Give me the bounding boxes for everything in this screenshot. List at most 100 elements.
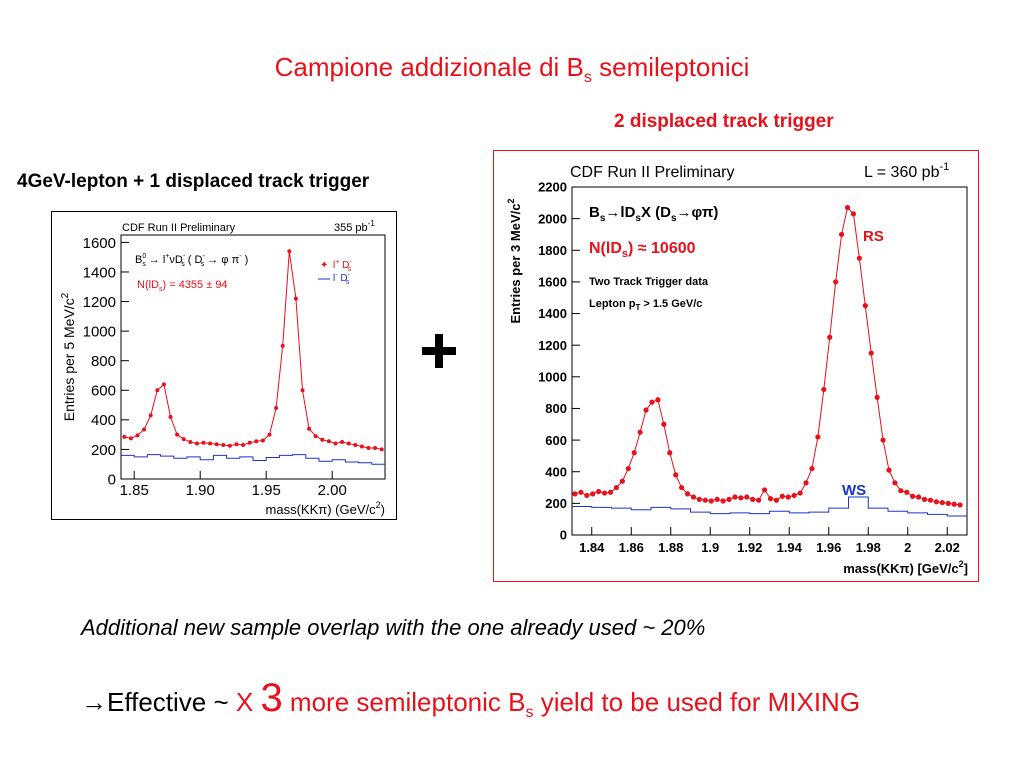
right-yield-annotation: N(lDs) ≈ 10600 [589,240,696,260]
left-data-point [313,434,318,439]
left-data-point [122,434,127,439]
plus-symbol-text: + [420,332,421,333]
left-data-point [155,388,160,393]
right-data-point [655,397,661,403]
right-data-point [601,490,608,496]
right-data-point [732,494,738,500]
left-data-point [267,432,272,437]
right-x-tick-label: 1.96 [816,540,841,555]
left-data-point [142,427,147,432]
right-trigger-annotation: Two Track Trigger data [589,276,709,288]
left-data-point [168,414,173,419]
right-frame [571,186,968,536]
left-data-point [227,443,232,448]
right-y-tick-label: 200 [545,496,567,511]
right-data-point [838,231,845,238]
right-x-tick-label: 2 [904,540,911,555]
left-data-point [366,445,371,450]
right-data-point [827,334,833,340]
right-x-tick-label: 1.84 [579,540,605,555]
left-data-point [379,447,384,452]
right-y-tick-label: 0 [560,528,567,543]
right-y-tick-label: 600 [545,433,567,448]
left-y-tick-label: 1400 [83,264,116,281]
left-data-point [175,432,180,437]
right-plot-area: 1.84 1.86 1.88 1.9 1.92 1.94 1.96 1.98 2 2.02 0 200… [538,180,967,555]
left-data-point [201,440,206,445]
left-data-point [148,413,153,418]
left-data-point [181,437,186,442]
left-data-point [340,440,345,445]
right-data-point [803,480,809,486]
left-y-tick-label: 1200 [83,294,116,311]
right-data-point [613,484,620,491]
right-data-point [797,490,803,496]
left-x-tick-label: 1.90 [186,482,215,499]
right-data-point [726,496,732,503]
right-data-point [714,496,720,503]
right-data-point [578,489,584,495]
right-data-point [738,495,744,501]
left-data-point [221,442,226,447]
right-y-tick-label: 1200 [538,338,567,353]
left-data-point [135,433,140,438]
right-x-tick-label: 1.98 [856,540,881,555]
right-data-point [756,497,762,503]
left-data-point [326,439,331,444]
left-chart: CDF Run II Preliminary 355 pb-1 B0 s → l+… [60,219,386,517]
left-data-point [161,382,166,387]
left-data-point [188,440,193,445]
right-data-point [590,491,596,497]
right-data-point [791,492,797,499]
left-legend: ✦ l+ D-s l- D-s [318,259,352,286]
right-trigger-label: 2 displaced track trigger [614,111,834,132]
right-x-tick-label: 2.02 [935,540,960,555]
left-ws-histogram [121,454,385,465]
right-data-point [667,450,673,456]
right-data-point [892,480,898,486]
left-data-point [214,442,219,447]
left-x-tick-label: 1.85 [120,482,149,499]
left-lumi: 355 pb-1 [334,219,375,234]
right-data-point [862,303,868,309]
right-data-point [785,494,791,500]
right-data-point [637,429,643,435]
right-y-tick-label: 2200 [538,180,567,195]
left-data-point [346,441,351,446]
right-data-point [625,465,631,472]
right-y-tick-label: 400 [545,464,567,479]
right-data-point [690,494,697,500]
left-legend-rs-label: l+ D-s [333,259,352,273]
left-data-point [254,439,259,444]
left-x-tick-label: 2.00 [318,482,347,499]
left-y-axis-label: Entries per 5 MeV/c2 [60,292,77,421]
right-y-tick-label: 1000 [538,369,567,384]
right-data-point [821,386,827,393]
right-data-point [904,489,910,495]
left-data-point [208,441,213,446]
right-data-point [661,421,667,427]
slide-title: Campione addizionale di Bs semileptonici [274,52,750,87]
right-data-point [619,478,625,484]
left-data-point [320,437,325,442]
left-y-tick-label: 0 [108,471,116,488]
right-data-point [927,497,934,503]
right-data-point [939,499,945,506]
right-data-point [809,465,815,472]
plus-bar-vertical [435,334,443,368]
left-trigger-label: 4GeV-lepton + 1 displaced track trigger [17,171,370,192]
left-data-point [234,442,239,447]
left-data-point [260,438,265,443]
left-legend-ws-label: l- D-s [333,272,351,286]
right-x-tick-label: 1.92 [737,540,762,555]
right-y-tick-label: 1400 [538,306,567,321]
right-data-point [643,407,649,413]
left-y-tick-label: 800 [91,353,116,370]
left-x-axis-label: mass(KKπ) (GeV/c2) [266,500,385,517]
right-data-point [868,350,874,356]
right-chart: CDF Run II Preliminary L = 360 pb-1 Bs→l… [506,161,968,576]
right-plot-panel: CDF Run II Preliminary L = 360 pb-1 Bs→l… [493,150,979,582]
left-legend-rs-marker: ✦ [320,260,328,271]
left-data-point [128,436,133,441]
right-data-point [720,498,726,504]
